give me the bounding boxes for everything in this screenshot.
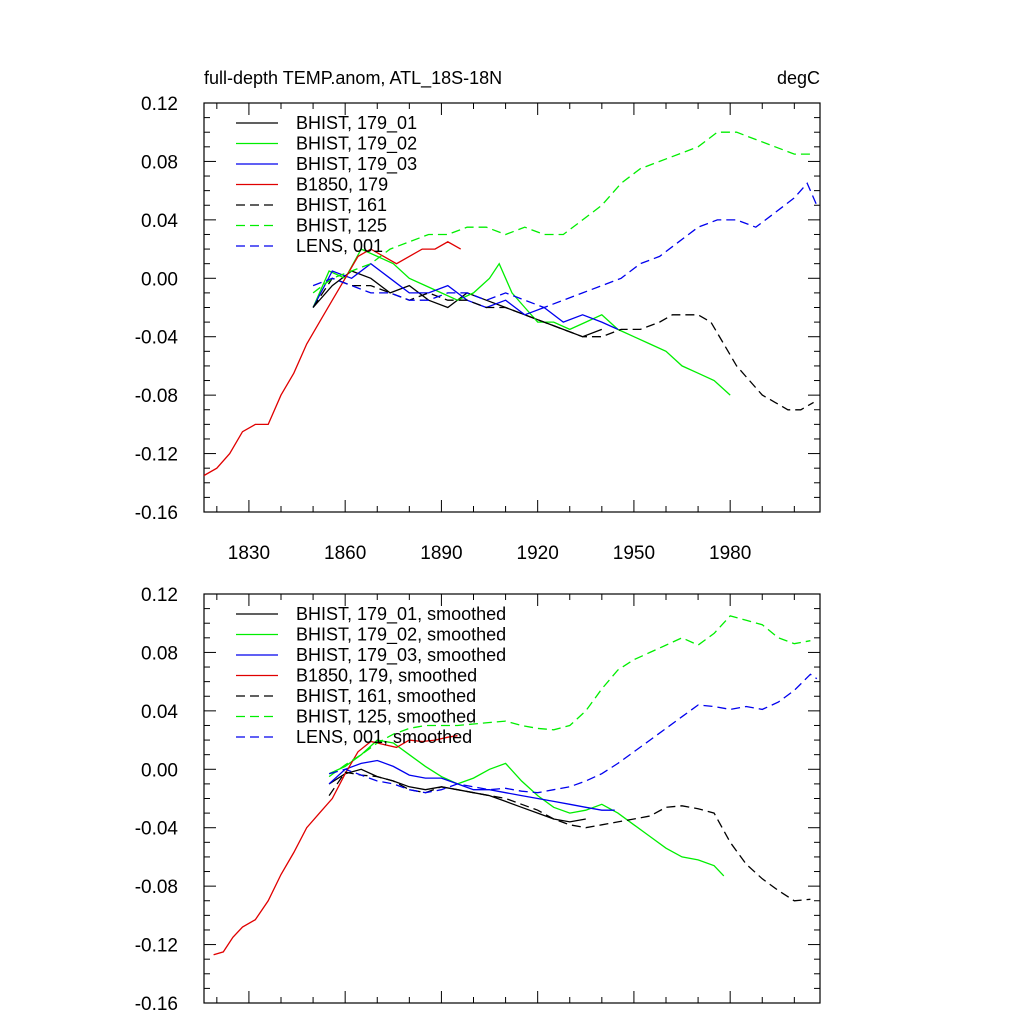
series-line [328, 615, 811, 778]
y-tick-label: -0.12 [135, 936, 178, 957]
series-line [203, 241, 462, 477]
y-tick-label: -0.08 [135, 386, 178, 407]
series-line [328, 771, 811, 902]
series-line [328, 768, 586, 823]
legend-label: BHIST, 179_01 [296, 113, 417, 134]
x-tick-label: 1950 [613, 543, 655, 564]
legend-label: BHIST, 161, smoothed [296, 686, 476, 706]
legend-label: BHIST, 179_02, smoothed [296, 625, 506, 646]
series-line [213, 735, 458, 956]
y-tick-label: -0.04 [135, 328, 179, 349]
y-tick-label: 0.04 [141, 702, 178, 723]
x-tick-label: 1890 [420, 543, 462, 564]
y-tick-label: 0.00 [141, 760, 178, 781]
legend-label: BHIST, 179_03 [296, 154, 417, 175]
x-tick-label: 1920 [517, 543, 559, 564]
top-panel-chart: 0.12 0.08 0.04 0.00 -0.04 -0.08 -0.12 -0.16 1830… [135, 94, 821, 564]
series-line [312, 277, 814, 411]
y-tick-label: 0.08 [141, 643, 178, 664]
y-tick-label: 0.00 [141, 269, 178, 290]
legend-label: BHIST, 179_03, smoothed [296, 645, 506, 666]
series-line [328, 739, 725, 877]
legend-label: BHIST, 161 [296, 195, 387, 215]
y-tick-label: 0.12 [141, 94, 178, 115]
figure-title: full-depth TEMP.anom, ATL_18S-18N [204, 68, 502, 89]
y-tick-label: -0.16 [135, 994, 178, 1015]
y-tick-label: -0.08 [135, 877, 178, 898]
units-label: degC [777, 68, 820, 88]
legend-label: B1850, 179 [296, 175, 388, 195]
bottom-panel-chart: 0.12 0.08 0.04 0.00 -0.04 -0.08 -0.12 -0.16 BHIS… [135, 585, 821, 1015]
y-tick-label: -0.04 [135, 819, 179, 840]
series-line [328, 759, 615, 811]
y-tick-label: 0.08 [141, 152, 178, 173]
legend-label: LENS, 001, smoothed [296, 727, 472, 747]
x-tick-label: 1830 [228, 543, 270, 564]
legend-label: BHIST, 179_01, smoothed [296, 604, 506, 625]
legend-label: BHIST, 125 [296, 216, 387, 236]
series-line [312, 248, 731, 396]
legend-label: BHIST, 125, smoothed [296, 707, 476, 727]
x-tick-label: 1980 [709, 543, 751, 564]
series-line [328, 673, 818, 794]
series-line [312, 182, 818, 309]
legend-label: LENS, 001 [296, 236, 383, 256]
x-tick-label: 1860 [324, 543, 366, 564]
series-line [312, 131, 814, 294]
y-tick-label: -0.12 [135, 445, 178, 466]
y-tick-label: -0.16 [135, 503, 178, 524]
series-line [312, 270, 603, 338]
legend-label: B1850, 179, smoothed [296, 666, 477, 686]
legend-label: BHIST, 179_02 [296, 134, 417, 155]
y-tick-label: 0.04 [141, 211, 178, 232]
y-tick-label: 0.12 [141, 585, 178, 606]
